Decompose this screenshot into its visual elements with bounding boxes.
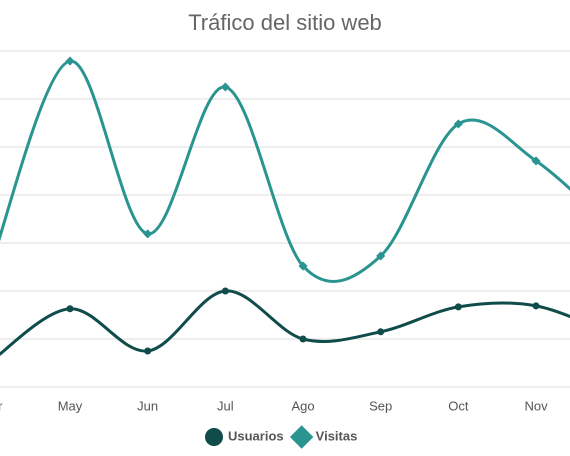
point: [298, 261, 308, 271]
point: [205, 428, 223, 446]
x-tick-label: Abr: [0, 398, 3, 413]
point: [143, 229, 153, 239]
point: [376, 251, 386, 261]
x-tick-label: Ago: [291, 398, 314, 413]
legend-label: Visitas: [316, 428, 358, 443]
point: [377, 328, 385, 336]
x-tick-label: Jul: [217, 398, 234, 413]
x-tick-label: May: [58, 398, 83, 413]
point: [454, 303, 462, 311]
point: [65, 56, 75, 66]
legend-label: Usuarios: [228, 428, 284, 443]
x-tick-label: Jun: [137, 398, 158, 413]
x-tick-label: Nov: [524, 398, 548, 413]
line: [0, 289, 570, 357]
x-tick-label: Oct: [448, 398, 469, 413]
point: [220, 82, 230, 92]
point: [221, 287, 229, 295]
point: [299, 335, 307, 343]
x-tick-label: Sep: [369, 398, 392, 413]
point: [531, 156, 541, 166]
point: [289, 425, 314, 449]
point: [144, 347, 152, 355]
line: [0, 59, 570, 283]
point: [453, 119, 463, 129]
chart-title: Tráfico del sitio web: [188, 10, 382, 35]
point: [532, 302, 540, 310]
point: [66, 305, 74, 313]
